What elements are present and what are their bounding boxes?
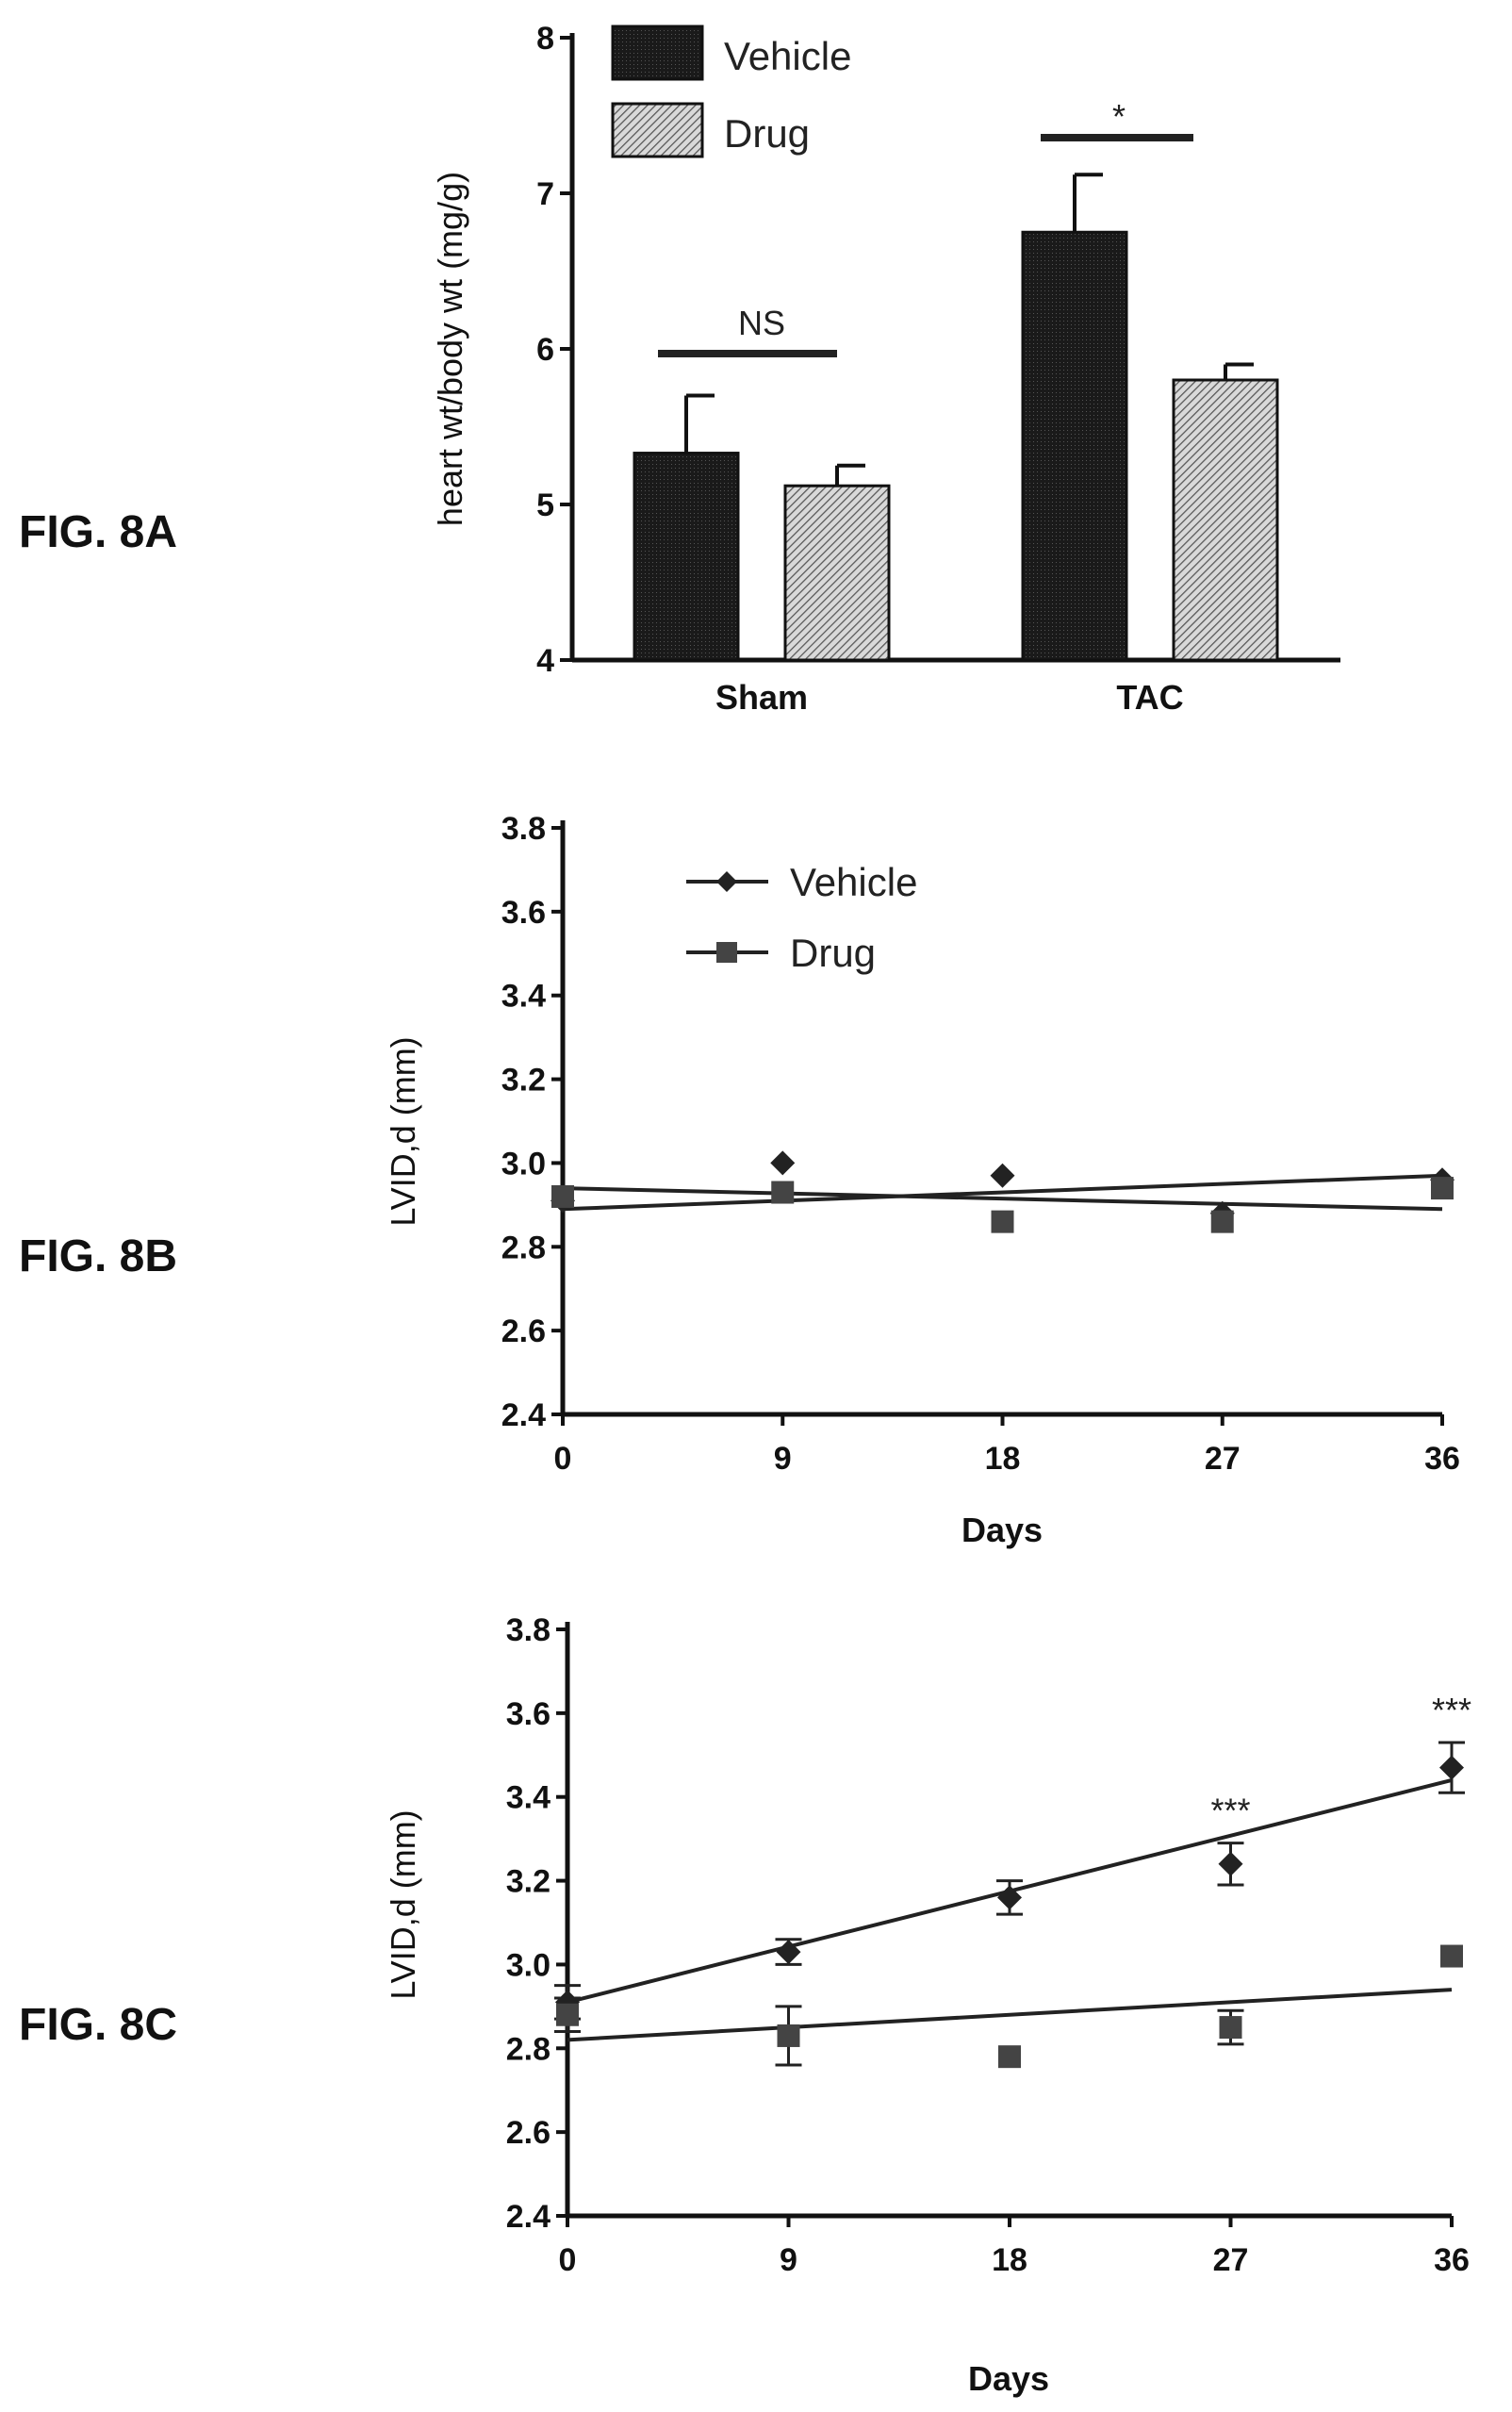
chart-b-point-vehicle	[770, 1150, 796, 1176]
chart-c-ytick-label: 2.8	[506, 2031, 551, 2067]
chart-8a-y-ticks: 4 5 6 7 8	[536, 21, 572, 679]
chart-c-ytick-label: 2.6	[506, 2115, 551, 2151]
chart-8b-y-ticks: 2.4 2.6 2.8 3.0 3.2 3.4 3.6 3.8	[501, 811, 563, 1433]
chart-b-ytick-label: 2.4	[501, 1397, 546, 1433]
chart-b-point-vehicle	[990, 1163, 1015, 1188]
chart-b-point-drug	[771, 1181, 795, 1204]
chart-8a-legend-vehicle-swatch	[611, 25, 704, 81]
chart-c-ytick-label: 3.8	[506, 1612, 551, 1648]
chart-8b-legend-drug-label: Drug	[790, 931, 876, 975]
chart-8a-annotation-star: *	[1112, 97, 1126, 136]
chart-c-ytick-label: 3.2	[506, 1864, 551, 1900]
chart-8c-x-axis-label: Days	[968, 2359, 1049, 2398]
chart-8a-legend-drug-label: Drug	[724, 111, 810, 156]
chart-8a-y-axis-label: heart wt/body wt (mg/g)	[431, 172, 469, 526]
chart-c-point-vehicle	[1218, 1851, 1243, 1876]
chart-c-point-vehicle	[776, 1940, 801, 1965]
chart-b-fit-line-vehicle	[562, 1173, 1443, 1212]
chart-c-ytick-label: 3.0	[506, 1947, 551, 1983]
chart-8a-ytick-label: 6	[536, 332, 554, 368]
chart-b-point-drug	[551, 1184, 574, 1208]
chart-b-point-drug	[1431, 1177, 1454, 1200]
chart-c-xtick-label: 36	[1434, 2242, 1470, 2278]
chart-8a-bar-vehicle-sham	[633, 452, 740, 662]
chart-c-xtick-label: 27	[1213, 2242, 1249, 2278]
chart-8b-legend-drug-marker	[716, 942, 737, 963]
chart-8a-bars	[633, 173, 1279, 662]
chart-8a-legend-vehicle-label: Vehicle	[724, 34, 851, 78]
chart-8b-marks	[551, 1150, 1454, 1233]
chart-8a-annotation-ns: NS	[738, 304, 785, 342]
chart-8a-category-tac: TAC	[1116, 678, 1183, 717]
chart-b-xtick-label: 36	[1424, 1441, 1460, 1477]
chart-b-point-drug	[1210, 1210, 1234, 1233]
chart-c-xtick-label: 9	[780, 2242, 797, 2278]
chart-b-ytick-label: 3.2	[501, 1063, 546, 1099]
chart-8b-x-axis-label: Days	[961, 1511, 1043, 1549]
chart-b-ytick-label: 3.8	[501, 811, 546, 847]
chart-c-xtick-label: 0	[559, 2242, 577, 2278]
chart-b-xtick-label: 0	[554, 1441, 572, 1477]
chart-8b-legend-vehicle-label: Vehicle	[790, 860, 917, 904]
chart-8a-bar-vehicle-tac	[1021, 230, 1128, 662]
fig-8a-label: FIG. 8A	[19, 507, 177, 557]
chart-8c: LVID,d (mm) 2.4 2.6 2.8 3.0 3.2 3.4 3.6 3.8 0 9 1…	[384, 1612, 1471, 2398]
chart-b-ytick-label: 3.0	[501, 1146, 546, 1181]
chart-c-point-vehicle	[997, 1885, 1022, 1910]
chart-c-point-drug	[1219, 2016, 1242, 2040]
chart-8a-category-sham: Sham	[715, 678, 808, 717]
chart-8c-x-ticks: 0 9 18 27 36	[559, 2216, 1470, 2278]
fig-8b-label: FIG. 8B	[19, 1231, 177, 1281]
chart-b-point-drug	[991, 1210, 1014, 1233]
fig-8c-label: FIG. 8C	[19, 2000, 177, 2050]
chart-b-xtick-label: 9	[774, 1441, 792, 1477]
chart-c-xtick-label: 18	[992, 2242, 1027, 2278]
chart-c-point-drug	[1440, 1944, 1463, 1968]
chart-b-fit-line-drug	[562, 1186, 1443, 1212]
chart-c-annotation: ***	[1432, 1691, 1471, 1729]
chart-8b-y-axis-label: LVID,d (mm)	[384, 1036, 422, 1226]
chart-8a-bar-drug-tac	[1172, 378, 1279, 662]
chart-8b: LVID,d (mm) 2.4 2.6 2.8 3.0 3.2 3.4 3.6 3.8 0 9 1…	[384, 811, 1460, 1549]
chart-c-point-vehicle	[1439, 1755, 1464, 1780]
chart-c-point-drug	[556, 2003, 579, 2026]
chart-b-ytick-label: 3.6	[501, 895, 546, 931]
chart-8a: heart wt/body wt (mg/g) 4 5 6 7 8 Sham T…	[431, 21, 1340, 717]
chart-b-xtick-label: 18	[985, 1441, 1021, 1477]
chart-8b-legend-vehicle-marker	[716, 871, 737, 892]
chart-b-xtick-label: 27	[1205, 1441, 1241, 1477]
chart-8a-bar-drug-sham	[783, 484, 891, 662]
chart-8a-legend-drug-swatch	[611, 102, 704, 158]
chart-b-ytick-label: 2.8	[501, 1230, 546, 1265]
chart-8a-ytick-label: 5	[536, 487, 554, 523]
chart-8c-y-axis-label: LVID,d (mm)	[384, 1809, 422, 1999]
chart-c-annotation: ***	[1210, 1792, 1250, 1830]
chart-8c-y-ticks: 2.4 2.6 2.8 3.0 3.2 3.4 3.6 3.8	[506, 1612, 567, 2235]
chart-c-fit-line-drug	[567, 1988, 1453, 2042]
chart-8a-ytick-label: 8	[536, 21, 554, 57]
chart-8a-ytick-label: 4	[536, 643, 554, 679]
chart-c-ytick-label: 3.4	[506, 1780, 551, 1816]
chart-c-point-drug	[998, 2045, 1021, 2069]
chart-c-ytick-label: 2.4	[506, 2199, 551, 2235]
chart-8c-marks: *** ***	[554, 1691, 1471, 2069]
chart-8a-ytick-label: 7	[536, 176, 554, 212]
chart-c-point-drug	[777, 2024, 800, 2047]
chart-b-ytick-label: 3.4	[501, 979, 546, 1015]
chart-b-ytick-label: 2.6	[501, 1313, 546, 1349]
chart-8b-x-ticks: 0 9 18 27 36	[554, 1414, 1460, 1477]
chart-c-ytick-label: 3.6	[506, 1696, 551, 1732]
